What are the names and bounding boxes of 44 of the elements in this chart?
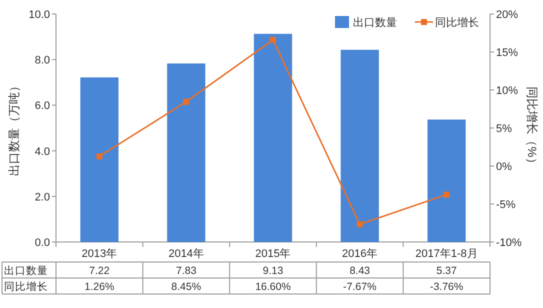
y-tick-label: 10.0	[28, 9, 50, 21]
data-label: 8.43	[350, 265, 370, 277]
y2-tick-label: 10%	[496, 85, 518, 97]
x-tick-label: 2014年	[168, 248, 204, 260]
x-tick-label: 2013年	[82, 248, 118, 260]
data-label: 7.83	[176, 265, 197, 277]
bar	[428, 120, 466, 242]
legend-label: 同比增长	[435, 16, 479, 29]
data-label: -7.67%	[343, 281, 376, 293]
y-tick-label: 4.0	[34, 146, 50, 158]
y2-tick-label: 5%	[496, 123, 512, 135]
y-tick-label: 6.0	[34, 100, 50, 112]
x-tick-label: 2017年1-8月	[415, 248, 478, 260]
x-tick-label: 2015年	[255, 248, 291, 260]
data-label: 8.45%	[171, 281, 202, 293]
y2-tick-label: -5%	[496, 199, 516, 211]
text: 同比增长	[4, 281, 48, 293]
point	[444, 192, 450, 198]
data-label: 9.13	[262, 265, 284, 277]
y-axis-title: 出口数量（万吨）	[7, 80, 21, 176]
point	[270, 36, 276, 43]
data-label: -3.76%	[430, 281, 464, 293]
bar	[167, 63, 206, 242]
y-tick-label: 2.0	[34, 191, 50, 204]
y-tick-label: 0.0	[34, 237, 50, 249]
legend-label: 出口数量	[353, 16, 397, 29]
data-label: 1.26%	[84, 281, 114, 293]
y2-tick-label: 0%	[496, 161, 512, 173]
bar	[254, 34, 292, 242]
y2-tick-label: -10%	[496, 237, 522, 249]
y2-tick-label: 15%	[496, 47, 518, 59]
x-tick-label: 2016年	[342, 248, 378, 260]
data-label: 5.37	[436, 265, 457, 277]
y2-tick-label: 20%	[496, 9, 518, 21]
bar	[80, 77, 118, 242]
data-label: 7.22	[89, 265, 110, 277]
y2-axis-title: 同比增长（%）	[525, 86, 539, 170]
point	[183, 98, 190, 105]
bar	[340, 50, 379, 242]
data-label: 16.60%	[255, 281, 291, 293]
text: 出口数量	[4, 265, 48, 277]
y-tick-label: 8.0	[34, 54, 50, 67]
point	[356, 221, 363, 228]
point	[96, 153, 102, 160]
